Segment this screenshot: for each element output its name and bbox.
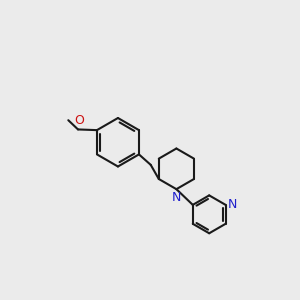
Text: N: N: [228, 198, 237, 212]
Text: O: O: [74, 114, 84, 127]
Text: N: N: [172, 191, 181, 204]
